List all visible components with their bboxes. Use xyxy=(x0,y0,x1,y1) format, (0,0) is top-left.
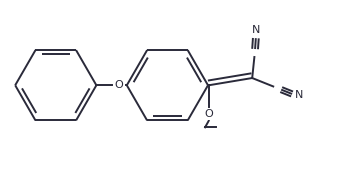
Text: O: O xyxy=(204,109,213,119)
Text: O: O xyxy=(115,80,123,90)
Text: N: N xyxy=(252,25,261,35)
Text: N: N xyxy=(295,90,303,100)
